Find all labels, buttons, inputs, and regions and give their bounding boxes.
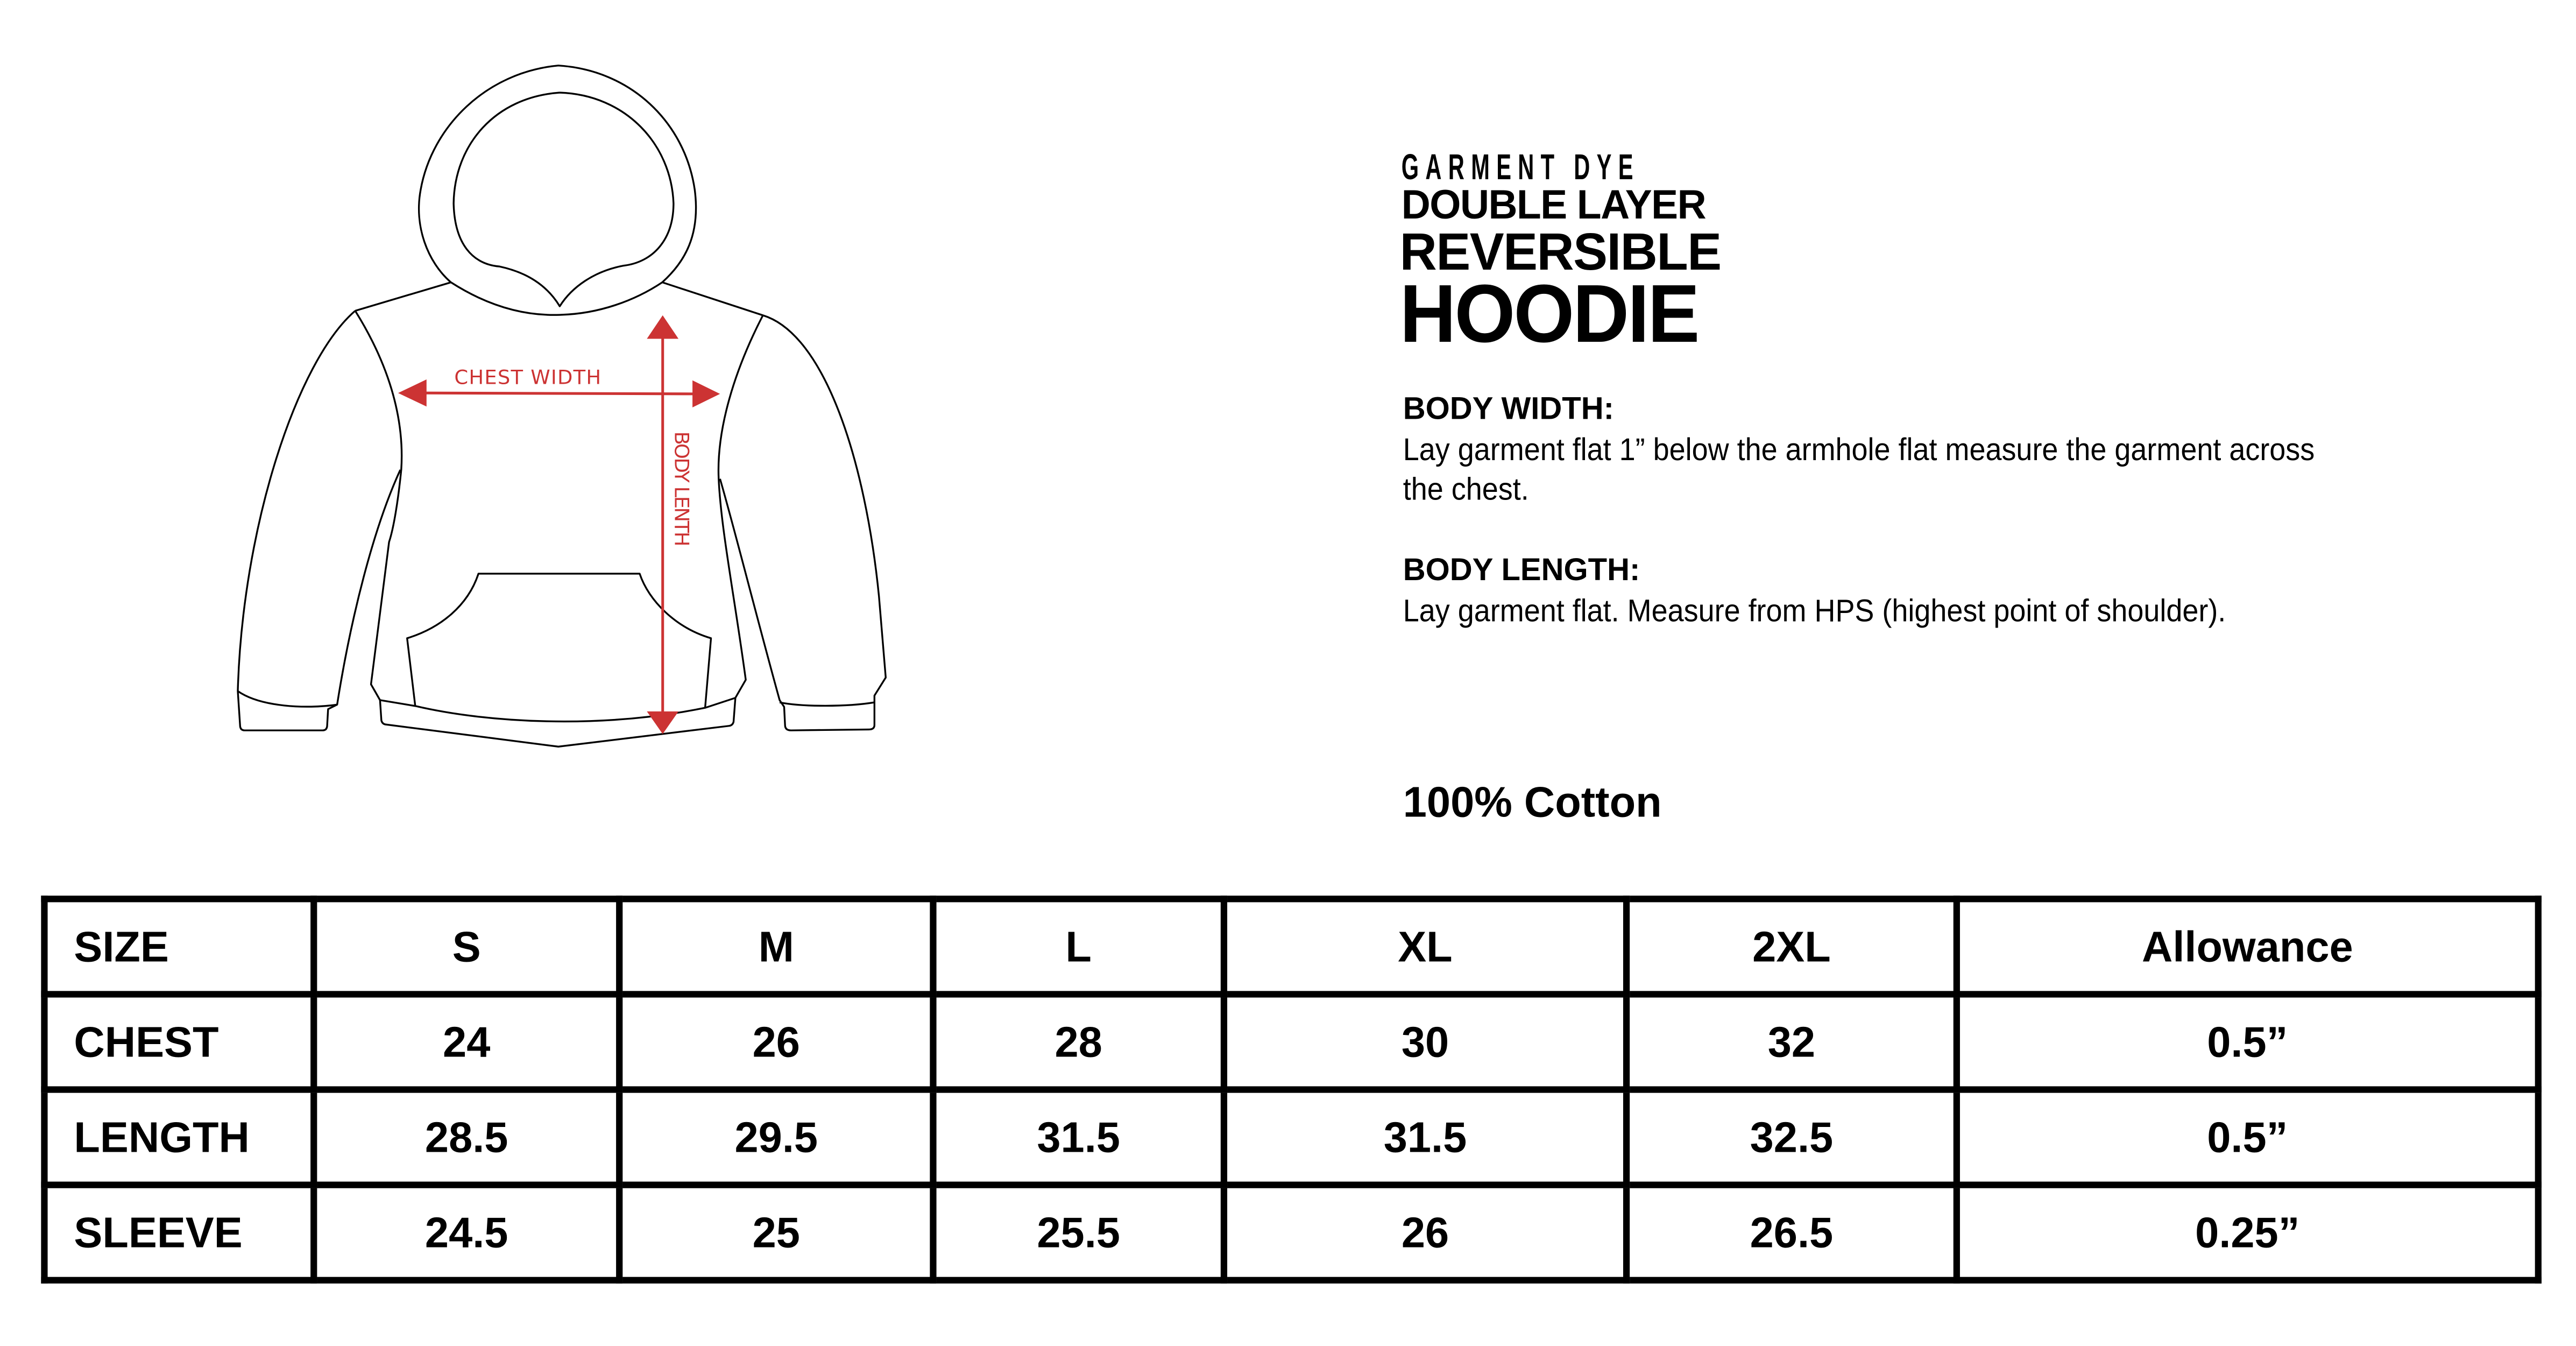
title-line-garment-dye: GARMENT DYE: [1401, 146, 1640, 188]
body-length-label: BODY LENTH: [670, 432, 693, 547]
table-cell: 0.25”: [1953, 1181, 2542, 1284]
table-cell: 24.5: [310, 1181, 623, 1284]
row-label: SLEEVE: [41, 1181, 317, 1284]
title-line-hoodie: HOODIE: [1399, 267, 1700, 360]
table-cell: 0.5”: [1953, 1086, 2542, 1188]
body-length-arrow: [647, 315, 679, 734]
chest-width-label: CHEST WIDTH: [454, 365, 601, 389]
header-cell: S: [310, 896, 623, 998]
hood-outer: [418, 65, 697, 283]
title-line-double-layer: DOUBLE LAYER: [1401, 182, 1707, 229]
table-cell: 26.5: [1623, 1181, 1960, 1284]
left-sleeve: [237, 310, 401, 731]
title-line-reversible: REVERSIBLE: [1399, 222, 1722, 281]
table-cell: 25.5: [930, 1181, 1228, 1284]
body-length-text: Lay garment flat. Measure from HPS (high…: [1403, 595, 2226, 630]
table-cell: 28: [930, 991, 1228, 1093]
table-cell: 31.5: [930, 1086, 1228, 1188]
right-sleeve: [719, 314, 887, 731]
table-row: CHEST 24 26 28 30 32 0.5”: [41, 991, 2542, 1093]
header-cell: SIZE: [41, 896, 317, 998]
table-cell: 26: [616, 991, 937, 1093]
header-cell: Allowance: [1953, 896, 2542, 998]
header-cell: L: [930, 896, 1228, 998]
table-cell: 26: [1220, 1181, 1630, 1284]
header-cell: XL: [1220, 896, 1630, 998]
table-cell: 25: [616, 1181, 937, 1284]
chest-width-arrow: [398, 379, 720, 408]
body-length-heading: BODY LENGTH:: [1403, 554, 1640, 589]
row-label: CHEST: [41, 991, 317, 1093]
hem-band: [379, 697, 737, 748]
table-row: SLEEVE 24.5 25 25.5 26 26.5 0.25”: [41, 1181, 2542, 1284]
table-cell: 0.5”: [1953, 991, 2542, 1093]
table-cell: 32: [1623, 991, 1960, 1093]
table-row: LENGTH 28.5 29.5 31.5 31.5 32.5 0.5”: [41, 1086, 2542, 1188]
material-label: 100% Cotton: [1403, 777, 1662, 827]
body-width-heading: BODY WIDTH:: [1403, 392, 1614, 427]
size-table: SIZE S M L XL 2XL Allowance CHEST 24 26 …: [41, 896, 2542, 1284]
table-cell: 24: [310, 991, 623, 1093]
table-cell: 30: [1220, 991, 1630, 1093]
body-width-text: Lay garment flat 1” below the armhole fl…: [1403, 434, 2315, 469]
table-cell: 28.5: [310, 1086, 623, 1188]
header-cell: M: [616, 896, 937, 998]
pocket: [406, 573, 712, 708]
table-cell: 29.5: [616, 1086, 937, 1188]
hoodie-diagram: CHEST WIDTH BODY LENTH: [237, 65, 887, 748]
hood-inner: [452, 91, 675, 307]
table-cell: 32.5: [1623, 1086, 1960, 1188]
header-cell: 2XL: [1623, 896, 1960, 998]
table-header-row: SIZE S M L XL 2XL Allowance: [41, 896, 2542, 998]
row-label: LENGTH: [41, 1086, 317, 1188]
body-width-text-cont: the chest.: [1403, 473, 1529, 508]
table-cell: 31.5: [1220, 1086, 1630, 1188]
